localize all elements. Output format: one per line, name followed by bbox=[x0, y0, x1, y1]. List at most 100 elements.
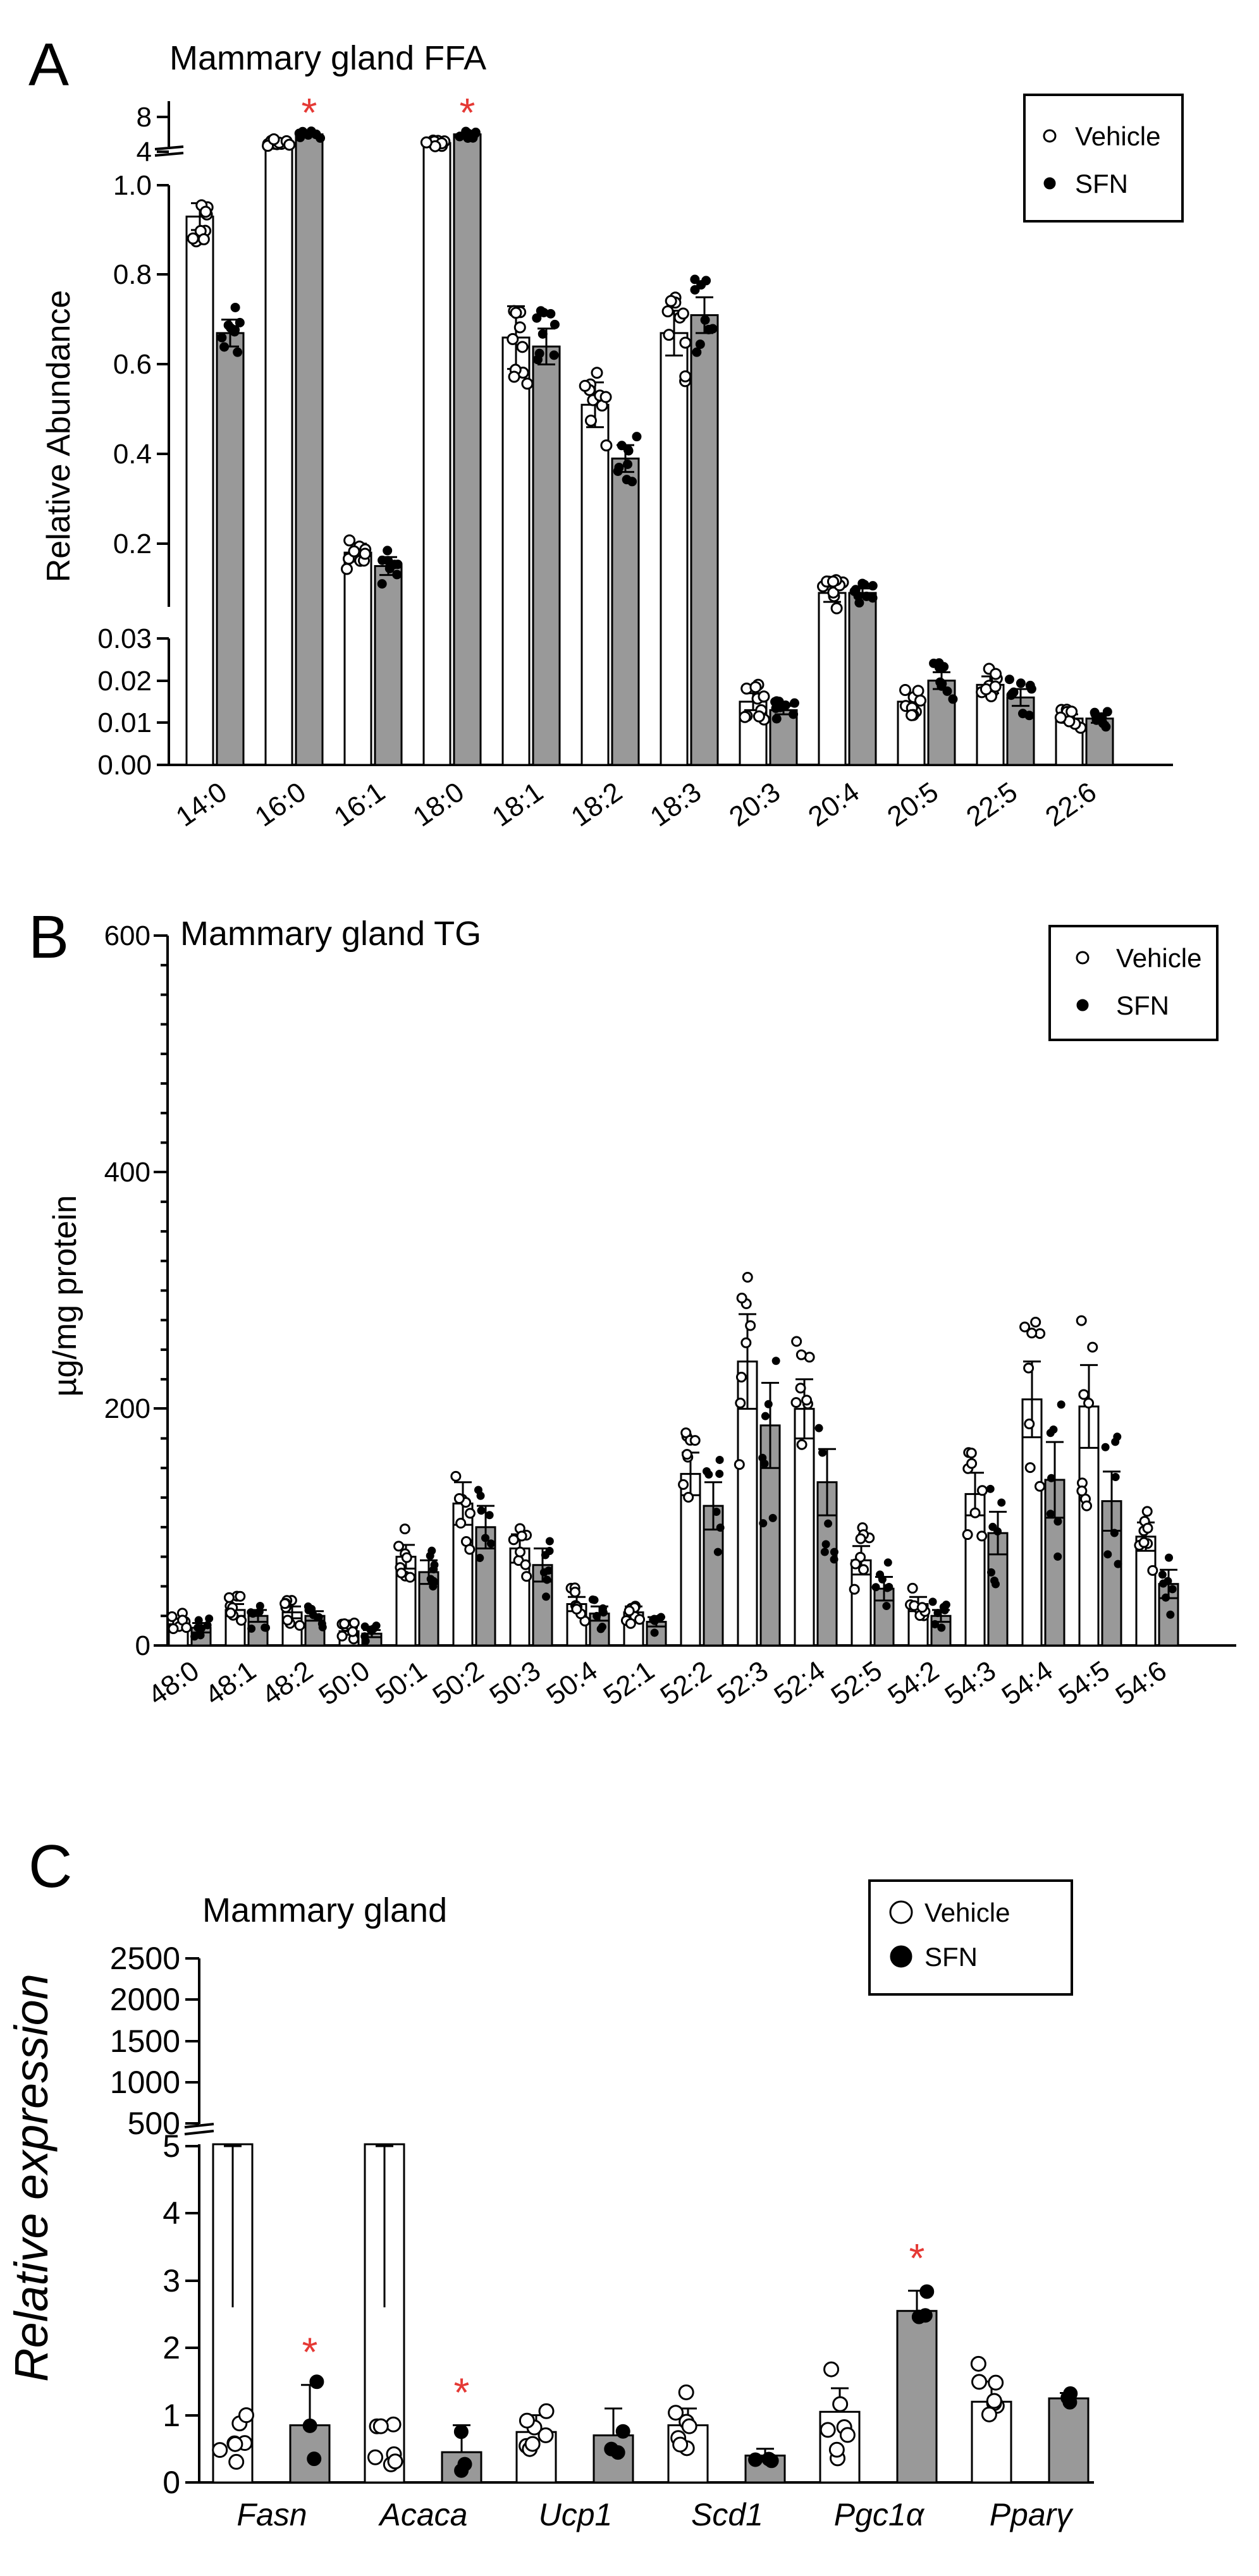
data-point-vehicle bbox=[681, 1449, 692, 1460]
data-point-sfn bbox=[789, 709, 799, 719]
data-point-vehicle bbox=[507, 333, 519, 345]
data-point-sfn bbox=[715, 1469, 724, 1478]
data-point-vehicle bbox=[801, 1395, 813, 1406]
panel-b-legend-vehicle-marker bbox=[1076, 951, 1090, 965]
data-point-vehicle bbox=[679, 336, 692, 349]
data-point-vehicle bbox=[372, 2418, 389, 2434]
data-point-sfn bbox=[255, 1608, 264, 1616]
data-point-sfn bbox=[534, 348, 544, 358]
data-point-sfn bbox=[1114, 1560, 1122, 1568]
panel-c-tick-label: 2 bbox=[163, 2330, 180, 2365]
data-point-sfn bbox=[1111, 1473, 1120, 1482]
data-point-sfn bbox=[235, 317, 245, 327]
panel-b-tick-label: 200 bbox=[104, 1393, 150, 1424]
data-point-vehicle bbox=[508, 370, 520, 383]
data-point-sfn bbox=[196, 1631, 205, 1640]
panel-c: C Mammary gland Relative expression 2500… bbox=[5, 1833, 1094, 2532]
data-point-vehicle bbox=[1081, 1500, 1093, 1511]
data-point-vehicle bbox=[1076, 1486, 1088, 1497]
data-point-sfn bbox=[939, 662, 949, 672]
data-point-sfn bbox=[878, 1575, 887, 1584]
data-point-sfn bbox=[544, 1566, 553, 1575]
x-tick-label: 48:1 bbox=[199, 1655, 261, 1711]
data-point-sfn bbox=[205, 1614, 214, 1623]
panel-b-minor-ticks bbox=[161, 963, 168, 1618]
data-point-vehicle bbox=[521, 377, 534, 390]
data-point-sfn bbox=[1103, 1550, 1112, 1559]
data-point-sfn bbox=[385, 559, 395, 569]
data-point-vehicle bbox=[1066, 705, 1078, 718]
data-point-vehicle bbox=[348, 545, 360, 558]
data-point-vehicle bbox=[1024, 1462, 1036, 1474]
data-point-sfn bbox=[789, 698, 799, 708]
data-point-vehicle bbox=[1030, 1317, 1041, 1328]
panel-b-legend: Vehicle SFN bbox=[1048, 925, 1219, 1041]
panel-b-tick-label: 400 bbox=[104, 1157, 150, 1188]
x-tick-label: 14:0 bbox=[170, 776, 232, 833]
data-point-sfn bbox=[614, 462, 624, 472]
bar-sfn bbox=[295, 133, 324, 766]
data-point-vehicle bbox=[832, 2396, 849, 2412]
panel-c-letter: C bbox=[28, 1833, 72, 1900]
data-point-vehicle bbox=[1019, 1321, 1031, 1333]
x-tick-label: 16:1 bbox=[328, 776, 390, 833]
data-point-vehicle bbox=[990, 668, 1002, 680]
bar-vehicle bbox=[264, 142, 293, 766]
data-point-sfn bbox=[780, 700, 790, 711]
data-point-vehicle bbox=[516, 1530, 527, 1542]
data-point-sfn bbox=[217, 333, 227, 343]
panel-c-title: Mammary gland bbox=[202, 1891, 447, 1929]
bar-sfn bbox=[690, 314, 719, 766]
data-point-vehicle bbox=[745, 1320, 756, 1331]
data-point-vehicle bbox=[820, 2422, 836, 2438]
data-point-sfn bbox=[1047, 1474, 1056, 1482]
data-point-sfn bbox=[230, 302, 240, 312]
data-point-sfn bbox=[988, 1522, 997, 1531]
data-point-sfn bbox=[650, 1628, 659, 1637]
bar-vehicle bbox=[660, 332, 689, 766]
data-point-sfn bbox=[309, 2374, 324, 2390]
data-point-vehicle bbox=[393, 1541, 405, 1552]
panel-c-tick-label: 3 bbox=[163, 2263, 180, 2298]
data-point-sfn bbox=[1046, 1510, 1055, 1518]
panel-a-legend: Vehicle SFN bbox=[1023, 94, 1184, 223]
data-point-vehicle bbox=[749, 681, 762, 693]
data-point-vehicle bbox=[791, 1336, 802, 1347]
data-point-vehicle bbox=[453, 1493, 465, 1505]
data-point-vehicle bbox=[906, 709, 918, 721]
x-tick-label: 50:4 bbox=[541, 1655, 603, 1711]
data-point-sfn bbox=[868, 581, 878, 591]
data-point-sfn bbox=[543, 1575, 551, 1584]
panel-a-tick-label: 0.8 bbox=[113, 259, 152, 290]
data-point-vehicle bbox=[661, 305, 674, 317]
data-point-sfn bbox=[771, 1357, 780, 1365]
bar-sfn bbox=[1006, 696, 1035, 766]
data-point-sfn bbox=[760, 1459, 769, 1468]
data-point-sfn bbox=[1026, 684, 1036, 694]
x-tick-label: 54:6 bbox=[1110, 1655, 1172, 1711]
data-point-sfn bbox=[1057, 1400, 1066, 1409]
data-point-vehicle bbox=[1026, 1328, 1038, 1339]
significance-asterisk: * bbox=[302, 2329, 318, 2375]
data-point-sfn bbox=[1165, 1553, 1174, 1562]
panel-b: B Mammary gland TG µg/mg protein 600 400… bbox=[28, 903, 1236, 1711]
data-point-sfn bbox=[986, 1568, 995, 1577]
data-point-vehicle bbox=[236, 1615, 247, 1626]
data-point-vehicle bbox=[339, 1618, 350, 1630]
panel-c-tick-label: 1500 bbox=[110, 2024, 180, 2059]
data-point-vehicle bbox=[1142, 1522, 1153, 1534]
data-point-sfn bbox=[426, 1551, 434, 1560]
data-point-vehicle bbox=[510, 307, 522, 319]
data-point-vehicle bbox=[740, 1337, 752, 1348]
bar-vehicle bbox=[501, 336, 531, 766]
data-point-sfn bbox=[598, 1623, 606, 1632]
panel-a-ylabel: Relative Abundance bbox=[40, 290, 77, 583]
data-point-sfn bbox=[383, 546, 393, 556]
x-tick-label: 52:4 bbox=[768, 1655, 830, 1711]
panel-a-tick-label: 0.4 bbox=[113, 439, 152, 470]
x-tick-label: 52:3 bbox=[711, 1655, 773, 1711]
bar-sfn bbox=[611, 457, 640, 766]
data-point-sfn bbox=[1162, 1593, 1170, 1602]
panel-a-tick-label: 0.2 bbox=[113, 528, 152, 559]
